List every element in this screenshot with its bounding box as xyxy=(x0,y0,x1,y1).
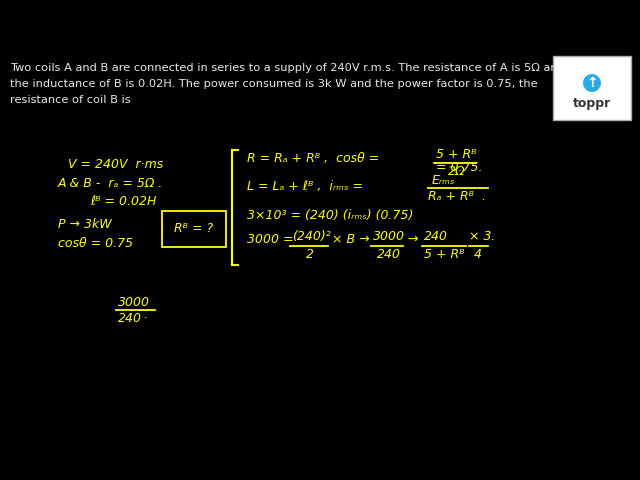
Text: 3000 =: 3000 = xyxy=(247,233,298,246)
Text: P → 3kW: P → 3kW xyxy=(58,218,111,231)
Text: ℓᴮ = 0.02H: ℓᴮ = 0.02H xyxy=(90,195,156,208)
Text: 240: 240 xyxy=(118,312,142,325)
Text: the inductance of B is 0.02H. The power consumed is 3k W and the power factor is: the inductance of B is 0.02H. The power … xyxy=(10,79,538,89)
FancyBboxPatch shape xyxy=(553,56,631,120)
Circle shape xyxy=(582,73,602,93)
Text: 240: 240 xyxy=(424,230,448,243)
Text: resistance of coil B is: resistance of coil B is xyxy=(10,95,131,105)
Text: Rₐ + Rᴮ  .: Rₐ + Rᴮ . xyxy=(428,190,486,203)
Text: 2: 2 xyxy=(306,248,314,261)
Text: .: . xyxy=(490,230,494,243)
Text: ↑: ↑ xyxy=(586,76,598,90)
Text: = 0.75.: = 0.75. xyxy=(436,161,483,174)
Text: →: → xyxy=(407,233,417,246)
Text: 3×10³ = (240) (iᵣₘₛ) (0.75): 3×10³ = (240) (iᵣₘₛ) (0.75) xyxy=(247,209,413,222)
Text: (240)²: (240)² xyxy=(292,230,331,243)
Text: Rᴮ = ?: Rᴮ = ? xyxy=(175,223,214,236)
Text: 4: 4 xyxy=(474,248,482,261)
Text: R = Rₐ + Rᴮ ,  cosθ =: R = Rₐ + Rᴮ , cosθ = xyxy=(247,152,383,165)
Text: 2Ω: 2Ω xyxy=(448,165,465,178)
Text: 3000: 3000 xyxy=(373,230,405,243)
Text: toppr: toppr xyxy=(573,96,611,109)
Text: cosθ = 0.75: cosθ = 0.75 xyxy=(58,237,133,250)
Text: 5 + Rᴮ: 5 + Rᴮ xyxy=(436,148,477,161)
Text: V = 240V  r·ms: V = 240V r·ms xyxy=(68,158,163,171)
Text: × B →: × B → xyxy=(332,233,370,246)
Text: A & B -  rₐ = 5Ω .: A & B - rₐ = 5Ω . xyxy=(58,177,163,190)
Text: Two coils A and B are connected in series to a supply of 240V r.m.s. The resista: Two coils A and B are connected in serie… xyxy=(10,63,565,73)
Text: Eᵣₘₛ: Eᵣₘₛ xyxy=(432,174,456,187)
Text: 240: 240 xyxy=(377,248,401,261)
Text: 3000: 3000 xyxy=(118,296,150,309)
Text: .: . xyxy=(143,308,147,321)
Text: × 3: × 3 xyxy=(469,230,492,243)
Text: L = Lₐ + ℓᴮ ,  iᵣₘₛ =: L = Lₐ + ℓᴮ , iᵣₘₛ = xyxy=(247,180,367,193)
Text: 5 + Rᴮ: 5 + Rᴮ xyxy=(424,248,465,261)
